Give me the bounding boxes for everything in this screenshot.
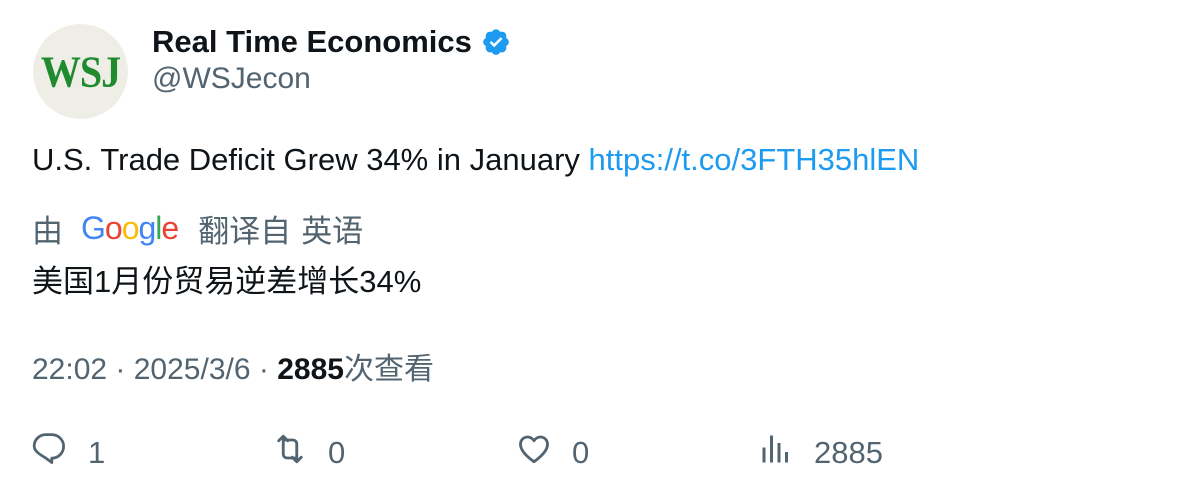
tweet-date[interactable]: 2025/3/6 <box>133 353 251 386</box>
tweet-body: U.S. Trade Deficit Grew 34% in January <box>32 142 589 177</box>
author-handle[interactable]: @WSJecon <box>152 62 311 95</box>
author-display-name[interactable]: Real Time Economics <box>152 24 472 59</box>
action-bar: 1 0 0 2885 <box>32 428 1162 478</box>
retweet-count: 0 <box>328 435 346 470</box>
google-letter: o <box>104 209 123 246</box>
views-action-count: 2885 <box>814 435 883 470</box>
views-label: 次查看 <box>343 353 434 386</box>
avatar-logo-text: WSJ <box>40 46 121 97</box>
translated-text: 美国1月份贸易逆差增长34% <box>32 264 422 299</box>
verified-badge-icon <box>481 27 511 57</box>
reply-icon <box>32 431 88 475</box>
tweet-time[interactable]: 22:02 <box>32 353 108 386</box>
reply-count: 1 <box>88 435 106 470</box>
google-letter: l <box>155 209 162 246</box>
meta-separator: · <box>250 353 278 386</box>
google-letter: g <box>138 209 156 246</box>
google-letter: e <box>161 209 179 246</box>
translation-source-language[interactable]: 英语 <box>301 213 364 249</box>
retweet-button[interactable]: 0 <box>272 428 345 478</box>
author-name-row: Real Time Economics <box>152 22 511 62</box>
translation-from-label: 翻译自 <box>198 213 292 249</box>
like-button[interactable]: 0 <box>516 428 589 478</box>
google-letter: G <box>81 209 106 246</box>
reply-button[interactable]: 1 <box>32 428 105 478</box>
like-count: 0 <box>572 435 590 470</box>
retweet-icon <box>272 431 328 475</box>
tweet-meta: 22:02 · 2025/3/6 · 2885次查看 <box>32 344 434 388</box>
avatar[interactable]: WSJ <box>33 24 128 119</box>
tweet-text: U.S. Trade Deficit Grew 34% in January h… <box>32 142 919 178</box>
translation-attribution: 由 Google 翻译自 英语 <box>32 206 363 250</box>
heart-icon <box>516 431 572 475</box>
views-count: 2885 <box>277 353 344 386</box>
translation-prefix: 由 <box>32 213 63 249</box>
meta-separator: · <box>107 353 134 386</box>
google-logo: Google <box>81 209 179 247</box>
views-button[interactable]: 2885 <box>758 428 883 478</box>
tweet-link[interactable]: https://t.co/3FTH35hlEN <box>588 142 920 177</box>
analytics-icon <box>758 431 814 475</box>
google-letter: o <box>121 209 140 246</box>
